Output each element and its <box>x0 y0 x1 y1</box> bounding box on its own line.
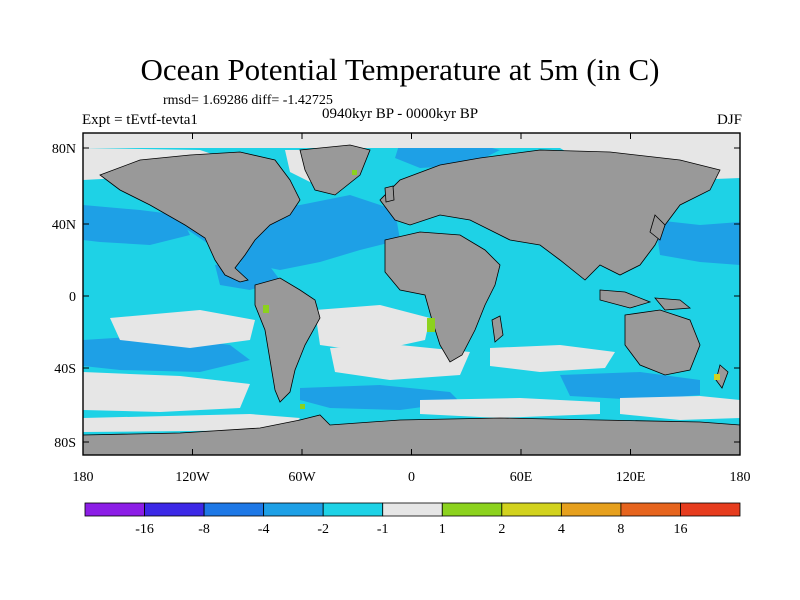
southern-ocean-neutral-1 <box>83 372 250 412</box>
land-masses <box>83 144 740 455</box>
colorbar-label: 4 <box>558 522 565 537</box>
colorbar-swatch <box>263 502 324 517</box>
colorbar-label: 2 <box>498 522 505 537</box>
north-pacific-west-cool <box>83 205 190 245</box>
southern-ocean-neutral-4 <box>420 398 600 418</box>
colorbar-label: 16 <box>673 522 687 537</box>
land-africa <box>384 231 501 363</box>
colorbar-label: 8 <box>617 522 624 537</box>
lat-tick-label: 80S <box>54 436 76 451</box>
colorbar-swatch <box>441 502 503 517</box>
colorbar-swatch <box>620 502 681 517</box>
land-south-america <box>254 277 321 403</box>
colorbar-label: -16 <box>135 522 154 537</box>
land-antarctica <box>83 414 740 455</box>
axis-tick-marks <box>82 133 741 455</box>
warm-anomaly-spots <box>263 170 720 409</box>
lon-tick-label: 120W <box>175 470 210 485</box>
south-ocean-cool-3 <box>560 372 700 400</box>
colorbar-label: -2 <box>317 522 329 537</box>
colorbar-swatch <box>680 502 741 517</box>
colorbar-label: -8 <box>198 522 210 537</box>
lon-tick-label: 60E <box>510 470 533 485</box>
lon-tick-label: 180 <box>730 470 751 485</box>
arctic-neutral-band <box>83 133 740 148</box>
latitude-labels: 80N 40N 0 40S 80S <box>52 142 76 451</box>
indian-ocean-neutral <box>490 345 615 372</box>
warm-spot-arctic <box>352 170 357 175</box>
warm-spot-chile <box>263 305 269 313</box>
land-madagascar <box>491 315 504 343</box>
colorbar-swatch <box>84 502 145 517</box>
colorbar-labels: -16 -8 -4 -2 -1 1 2 4 8 16 <box>135 522 687 537</box>
colorbar-swatch <box>382 502 443 517</box>
southern-ocean-neutral-3 <box>620 396 740 420</box>
lat-tick-label: 40S <box>54 362 76 377</box>
colorbar-swatch <box>144 502 205 517</box>
lat-tick-label: 80N <box>52 142 76 157</box>
land-british-isles <box>384 185 395 203</box>
period-label: 0940kyr BP - 0000kyr BP <box>322 106 479 122</box>
experiment-label: Expt = tEvtf-tevta1 <box>82 112 198 128</box>
longitude-labels: 180 120W 60W 0 60E 120E 180 <box>73 470 751 485</box>
north-pacific-cool <box>655 220 740 265</box>
land-australia <box>624 309 701 376</box>
south-pacific-neutral <box>110 310 255 348</box>
hot-spot-new-zealand <box>714 374 720 380</box>
colorbar-label: -4 <box>258 522 270 537</box>
colorbar-swatch <box>560 502 622 517</box>
south-atlantic-neutral <box>315 305 430 352</box>
land-indonesia <box>599 289 652 309</box>
land-new-guinea <box>654 297 692 311</box>
colorbar <box>84 502 741 517</box>
warm-spot-south-africa <box>427 318 435 332</box>
lat-tick-label: 0 <box>69 290 76 305</box>
lon-tick-label: 60W <box>288 470 316 485</box>
south-pacific-east-neutral <box>83 414 300 432</box>
land-japan <box>649 214 666 241</box>
colorbar-swatch <box>322 502 384 517</box>
warm-spot-patagonia <box>300 404 305 409</box>
colorbar-swatch <box>203 502 265 517</box>
southern-ocean-neutral-2 <box>330 345 470 380</box>
lon-tick-label: 120E <box>616 470 646 485</box>
colorbar-label: 1 <box>439 522 446 537</box>
land-eurasia <box>379 149 721 281</box>
lon-tick-label: 0 <box>408 470 415 485</box>
land-greenland <box>299 144 371 196</box>
land-north-america <box>99 151 301 283</box>
rmsd-diff-stats: rmsd= 1.69286 diff= -1.42725 <box>163 93 333 108</box>
map-plot-area <box>83 133 740 455</box>
plot-title: Ocean Potential Temperature at 5m (in C) <box>140 52 660 87</box>
colorbar-label: -1 <box>377 522 389 537</box>
colorbar-swatch <box>501 502 562 517</box>
lon-tick-label: 180 <box>73 470 94 485</box>
lat-tick-label: 40N <box>52 218 76 233</box>
season-label: DJF <box>716 112 742 128</box>
